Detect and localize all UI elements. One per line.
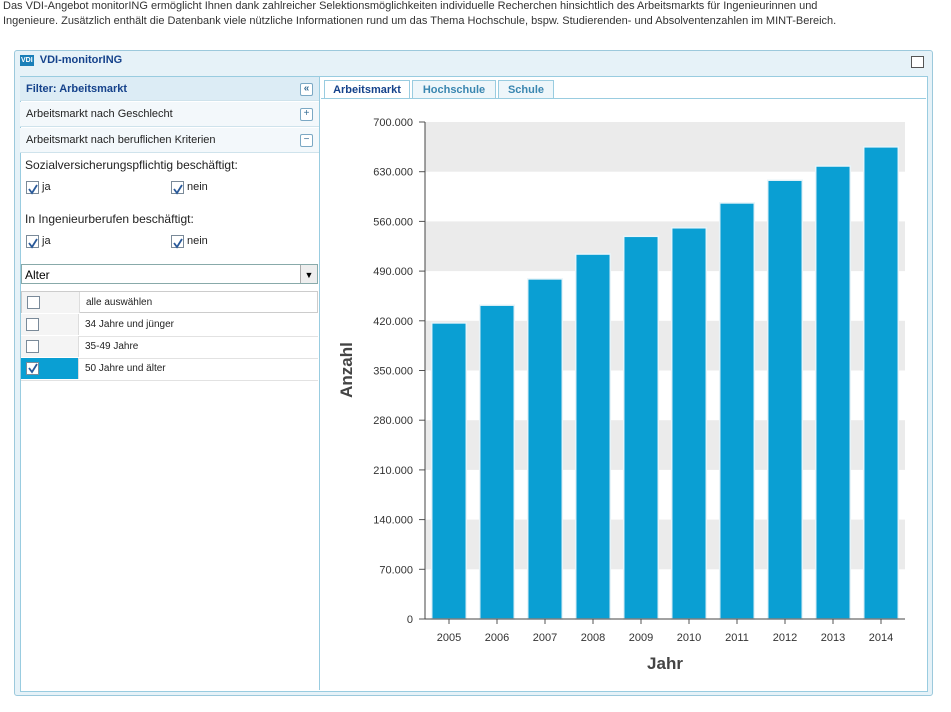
check-mark [28,184,38,195]
y-tick-label: 350.000 [373,366,413,378]
y-tick-label: 490.000 [373,266,413,278]
tab-strip-line [321,98,926,99]
intro-text: Das VDI-Angebot monitorING ermöglicht Ih… [3,0,818,12]
checkbox[interactable] [171,181,184,195]
y-tick-label: 70.000 [379,564,413,576]
tab[interactable]: Arbeitsmarkt [324,80,410,99]
filter-title: Filter: Arbeitsmarkt [26,83,128,95]
check-mark [28,363,38,374]
y-tick-label: 420.000 [373,316,413,328]
list-label: 50 Jahre und älter [85,363,166,374]
bar [430,322,468,620]
checkbox[interactable] [26,340,39,353]
bar [574,253,612,620]
checkbox[interactable] [26,235,39,249]
list-label: alle auswählen [86,297,153,308]
checkbox[interactable] [26,318,39,331]
filter-header: Filter: Arbeitsmarkt « [20,77,319,101]
y-tick-label: 140.000 [373,515,413,527]
bar [862,146,900,620]
bar [622,235,660,620]
x-tick-label: 2012 [773,632,797,644]
x-tick-label: 2006 [485,632,509,644]
y-tick-label: 280.000 [373,415,413,427]
section[interactable]: Arbeitsmarkt nach Geschlecht + [20,102,319,127]
bar [814,165,852,620]
y-tick-label: 700.000 [373,117,413,129]
checkbox[interactable] [26,181,39,195]
checkbox[interactable] [27,296,40,309]
filter-panel [20,76,320,690]
x-tick-label: 2008 [581,632,605,644]
option-label: nein [187,235,208,247]
section-label: Arbeitsmarkt nach Geschlecht [26,108,173,120]
tab[interactable]: Schule [498,80,554,99]
y-tick-label: 630.000 [373,167,413,179]
y-tick-label: 0 [407,614,413,626]
option-label: ja [42,235,51,247]
chart: Anzahl Jahr 0 70.000 140.000 210.000 280.000… [337,117,905,673]
intro-text: Ingenieure. Zusätzlich enthält die Daten… [3,15,837,27]
x-tick-label: 2011 [725,632,749,644]
logo: VDI [20,54,34,66]
list-label: 34 Jahre und jünger [85,319,174,330]
check-mark [173,238,183,249]
list-row[interactable]: 34 Jahre und jünger [21,314,318,337]
grid-band [425,122,905,172]
group-label: Sozialversicherungspflichtig beschäftigt… [25,158,238,172]
list-row[interactable]: 35-49 Jahre [21,336,318,359]
bar [718,202,756,620]
option-label: ja [42,181,51,193]
x-tick-label: 2005 [437,632,461,644]
list-row[interactable]: 50 Jahre und älter [21,358,318,381]
list-row[interactable]: alle auswählen [21,291,318,313]
check-mark [173,184,183,195]
bar [766,179,804,620]
y-tick-label: 210.000 [373,465,413,477]
bar [526,278,564,620]
x-tick-label: 2013 [821,632,845,644]
collapse-section-button[interactable]: − [300,134,313,147]
checkbox[interactable] [171,235,184,249]
bar [670,227,708,620]
check-mark [28,238,38,249]
maximize-button[interactable] [911,56,924,68]
section[interactable]: Arbeitsmarkt nach beruflichen Kriterien − [20,128,319,153]
dropdown-arrow[interactable]: ▼ [300,265,317,283]
dropdown-value: Alter [25,268,50,282]
x-tick-label: 2010 [677,632,701,644]
bar [478,304,516,620]
x-tick-label: 2014 [869,632,893,644]
dropdown[interactable]: Alter ▼ [21,264,318,284]
x-axis-title: Jahr [647,654,683,673]
collapse-button[interactable]: « [300,83,313,96]
checkbox[interactable] [26,362,39,375]
expand-button[interactable]: + [300,108,313,121]
y-axis-title: Anzahl [337,342,356,398]
option-label: nein [187,181,208,193]
tab[interactable]: Hochschule [412,80,496,99]
y-tick-label: 560.000 [373,216,413,228]
x-tick-label: 2009 [629,632,653,644]
window-title: VDI-monitorING [39,54,123,67]
list-label: 35-49 Jahre [85,341,139,352]
section-label: Arbeitsmarkt nach beruflichen Kriterien [26,134,216,146]
window-header: VDI VDI-monitorING [20,54,926,72]
x-tick-label: 2007 [533,632,557,644]
group-label: In Ingenieurberufen beschäftigt: [25,212,194,226]
